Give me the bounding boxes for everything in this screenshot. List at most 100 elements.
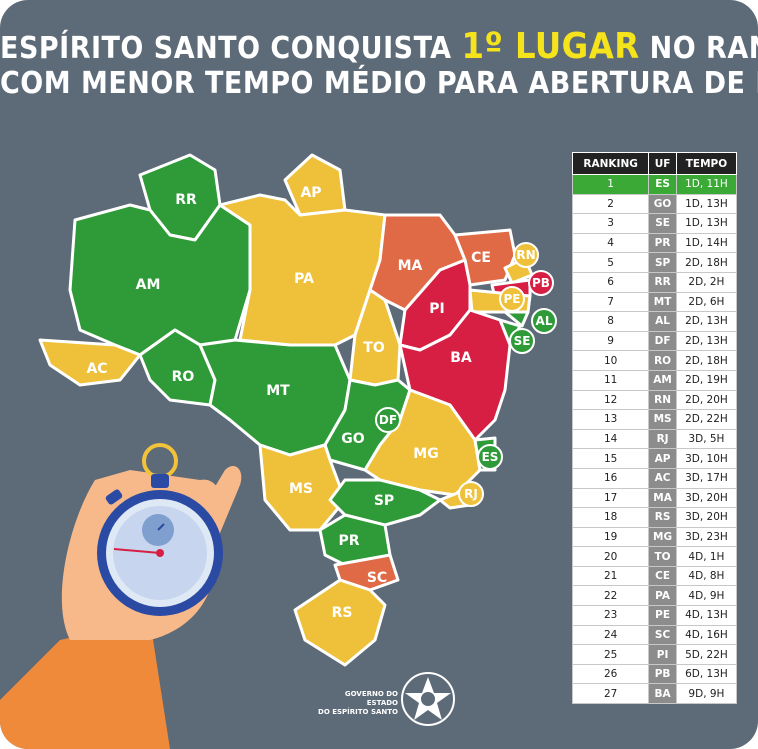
svg-text:AL: AL xyxy=(536,314,553,328)
table-row: 2 GO 1D, 13H xyxy=(571,193,738,215)
cell-uf: CE xyxy=(648,565,677,587)
cell-tempo: 1D, 14H xyxy=(675,232,738,254)
cell-uf: PB xyxy=(648,663,677,685)
cell-rank: 23 xyxy=(571,605,650,626)
table-row: 27 BA 9D, 9H xyxy=(571,683,738,705)
cell-rank: 16 xyxy=(571,467,650,489)
table-row: 14 RJ 3D, 5H xyxy=(571,428,738,450)
cell-uf: AM xyxy=(648,369,677,391)
badge-SE: SE xyxy=(509,328,535,354)
cell-rank: 17 xyxy=(571,487,650,509)
cell-tempo: 3D, 5H xyxy=(675,428,738,450)
table-row: 4 PR 1D, 14H xyxy=(571,232,738,254)
cell-tempo: 2D, 20H xyxy=(675,389,738,411)
table-row: 24 SC 4D, 16H xyxy=(571,624,738,646)
cell-rank: 12 xyxy=(571,389,650,411)
table-row: 10 RO 2D, 18H xyxy=(571,350,738,371)
cell-uf: AC xyxy=(648,467,677,489)
cell-uf: SE xyxy=(648,213,677,234)
badge-DF: DF xyxy=(375,407,401,433)
cell-uf: MT xyxy=(648,291,677,313)
state-AP: AP xyxy=(283,153,347,217)
badge-RN: RN xyxy=(513,242,539,268)
table-row: 21 CE 4D, 8H xyxy=(571,565,738,587)
table-row: 20 TO 4D, 1H xyxy=(571,546,738,567)
title-line-2: COM MENOR TEMPO MÉDIO PARA ABERTURA DE E… xyxy=(0,66,758,101)
table-row: 25 PI 5D, 22H xyxy=(571,644,738,665)
cell-tempo: 2D, 18H xyxy=(675,350,738,371)
header-tempo: TEMPO xyxy=(675,152,738,175)
ranking-table: RANKING UF TEMPO 1 ES 1D, 11H 2 GO 1D, 13H 3 SE… xyxy=(571,152,738,705)
svg-text:AM: AM xyxy=(136,277,161,293)
svg-text:RJ: RJ xyxy=(464,487,478,501)
table-row: 23 PE 4D, 13H xyxy=(571,605,738,626)
cell-uf: BA xyxy=(648,683,677,705)
cell-rank: 27 xyxy=(571,683,650,705)
cell-rank: 6 xyxy=(571,271,650,293)
cell-uf: ES xyxy=(648,174,677,195)
cell-uf: RO xyxy=(648,350,677,371)
table-row: 3 SE 1D, 13H xyxy=(571,213,738,234)
cell-rank: 4 xyxy=(571,232,650,254)
cell-uf: RJ xyxy=(648,428,677,450)
table-row: 22 PA 4D, 9H xyxy=(571,585,738,607)
title-line-1: ESPÍRITO SANTO CONQUISTA 1º LUGAR NO RAN… xyxy=(0,26,758,67)
table-row: 11 AM 2D, 19H xyxy=(571,369,738,391)
table-row: 12 RN 2D, 20H xyxy=(571,389,738,411)
svg-text:AP: AP xyxy=(300,185,321,201)
svg-text:PA: PA xyxy=(294,271,314,287)
gov-label: GOVERNO DO ESTADO DO ESPÍRITO SANTO xyxy=(316,690,398,717)
cell-uf: TO xyxy=(648,546,677,567)
svg-text:PR: PR xyxy=(338,533,359,549)
badge-RJ: RJ xyxy=(458,481,484,507)
state-AL xyxy=(503,310,530,328)
badge-ES: ES xyxy=(477,444,503,470)
state-CE: CE xyxy=(453,228,517,287)
cell-rank: 9 xyxy=(571,330,650,352)
cell-tempo: 3D, 17H xyxy=(675,467,738,489)
title-highlight: 1º LUGAR xyxy=(461,26,640,67)
cell-tempo: 3D, 23H xyxy=(675,526,738,548)
cell-tempo: 2D, 18H xyxy=(675,252,738,273)
cell-tempo: 3D, 20H xyxy=(675,507,738,528)
title-part-1: ESPÍRITO SANTO CONQUISTA xyxy=(0,31,452,66)
stopwatch-icon xyxy=(97,443,223,616)
svg-text:PB: PB xyxy=(532,276,550,290)
svg-text:SP: SP xyxy=(374,493,394,509)
cell-tempo: 6D, 13H xyxy=(675,663,738,685)
title-part-2: NO RANKING DE ESTADOS xyxy=(649,31,758,66)
cell-rank: 8 xyxy=(571,311,650,332)
table-row: 8 AL 2D, 13H xyxy=(571,311,738,332)
svg-text:RS: RS xyxy=(332,605,353,621)
cell-rank: 15 xyxy=(571,448,650,469)
cell-rank: 11 xyxy=(571,369,650,391)
cell-tempo: 1D, 13H xyxy=(675,213,738,234)
table-row: 13 MS 2D, 22H xyxy=(571,409,738,430)
table-row: 18 RS 3D, 20H xyxy=(571,507,738,528)
table-header-row: RANKING UF TEMPO xyxy=(571,152,738,175)
badge-AL: AL xyxy=(531,308,557,334)
cell-uf: PE xyxy=(648,605,677,626)
table-row: 19 MG 3D, 23H xyxy=(571,526,738,548)
cell-tempo: 2D, 22H xyxy=(675,409,738,430)
cell-rank: 14 xyxy=(571,428,650,450)
table-row: 17 MA 3D, 20H xyxy=(571,487,738,509)
table-row: 6 RR 2D, 2H xyxy=(571,271,738,293)
badge-PB: PB xyxy=(528,270,554,296)
svg-text:GO: GO xyxy=(341,431,364,447)
cell-uf: RS xyxy=(648,507,677,528)
cell-rank: 10 xyxy=(571,350,650,371)
cell-rank: 19 xyxy=(571,526,650,548)
table-row: 15 AP 3D, 10H xyxy=(571,448,738,469)
cell-rank: 22 xyxy=(571,585,650,607)
cell-uf: GO xyxy=(648,193,677,215)
cell-uf: MS xyxy=(648,409,677,430)
cell-uf: MA xyxy=(648,487,677,509)
svg-text:MS: MS xyxy=(289,481,313,497)
cell-tempo: 1D, 13H xyxy=(675,193,738,215)
svg-text:TO: TO xyxy=(363,340,385,356)
cell-tempo: 4D, 9H xyxy=(675,585,738,607)
state-SC: SC xyxy=(333,553,400,592)
